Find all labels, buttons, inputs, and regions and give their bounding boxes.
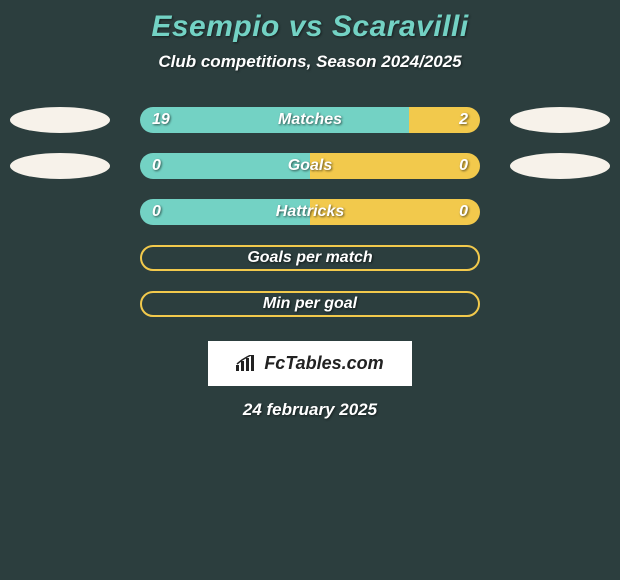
bar-segment-left [140,153,310,179]
stat-label: Hattricks [276,203,344,221]
stat-value-left: 0 [152,157,161,175]
comparison-card: Esempio vs Scaravilli Club competitions,… [0,0,620,420]
stat-label: Matches [278,111,342,129]
stat-value-right: 2 [459,111,468,129]
bar-segment-left [140,107,409,133]
team-right-oval [510,153,610,179]
stat-bar: Goals per match [140,245,480,271]
brand-text: FcTables.com [264,353,383,373]
page-title: Esempio vs Scaravilli [0,10,620,44]
stat-label: Min per goal [263,295,357,313]
team-right-oval [510,107,610,133]
stat-row: Goals per match [0,245,620,271]
stat-row: 0 Goals 0 [0,153,620,179]
stat-row: Min per goal [0,291,620,317]
stat-value-left: 0 [152,203,161,221]
stat-bar: 19 Matches 2 [140,107,480,133]
stat-label: Goals per match [247,249,372,267]
stat-value-left: 19 [152,111,170,129]
brand-badge: FcTables.com [208,341,411,386]
bar-segment-right [310,153,480,179]
stat-value-right: 0 [459,157,468,175]
stat-value-right: 0 [459,203,468,221]
date-text: 24 february 2025 [0,400,620,420]
stat-bar: 0 Hattricks 0 [140,199,480,225]
stat-label: Goals [288,157,332,175]
subtitle: Club competitions, Season 2024/2025 [0,52,620,72]
stat-bar: 0 Goals 0 [140,153,480,179]
stat-row: 0 Hattricks 0 [0,199,620,225]
stat-bar: Min per goal [140,291,480,317]
team-left-oval [10,107,110,133]
bar-segment-right [409,107,480,133]
team-left-oval [10,153,110,179]
chart-icon [236,355,258,371]
stat-row: 19 Matches 2 [0,107,620,133]
stat-rows: 19 Matches 2 0 Goals 0 0 Hattricks 0 Goals per ma… [0,107,620,317]
